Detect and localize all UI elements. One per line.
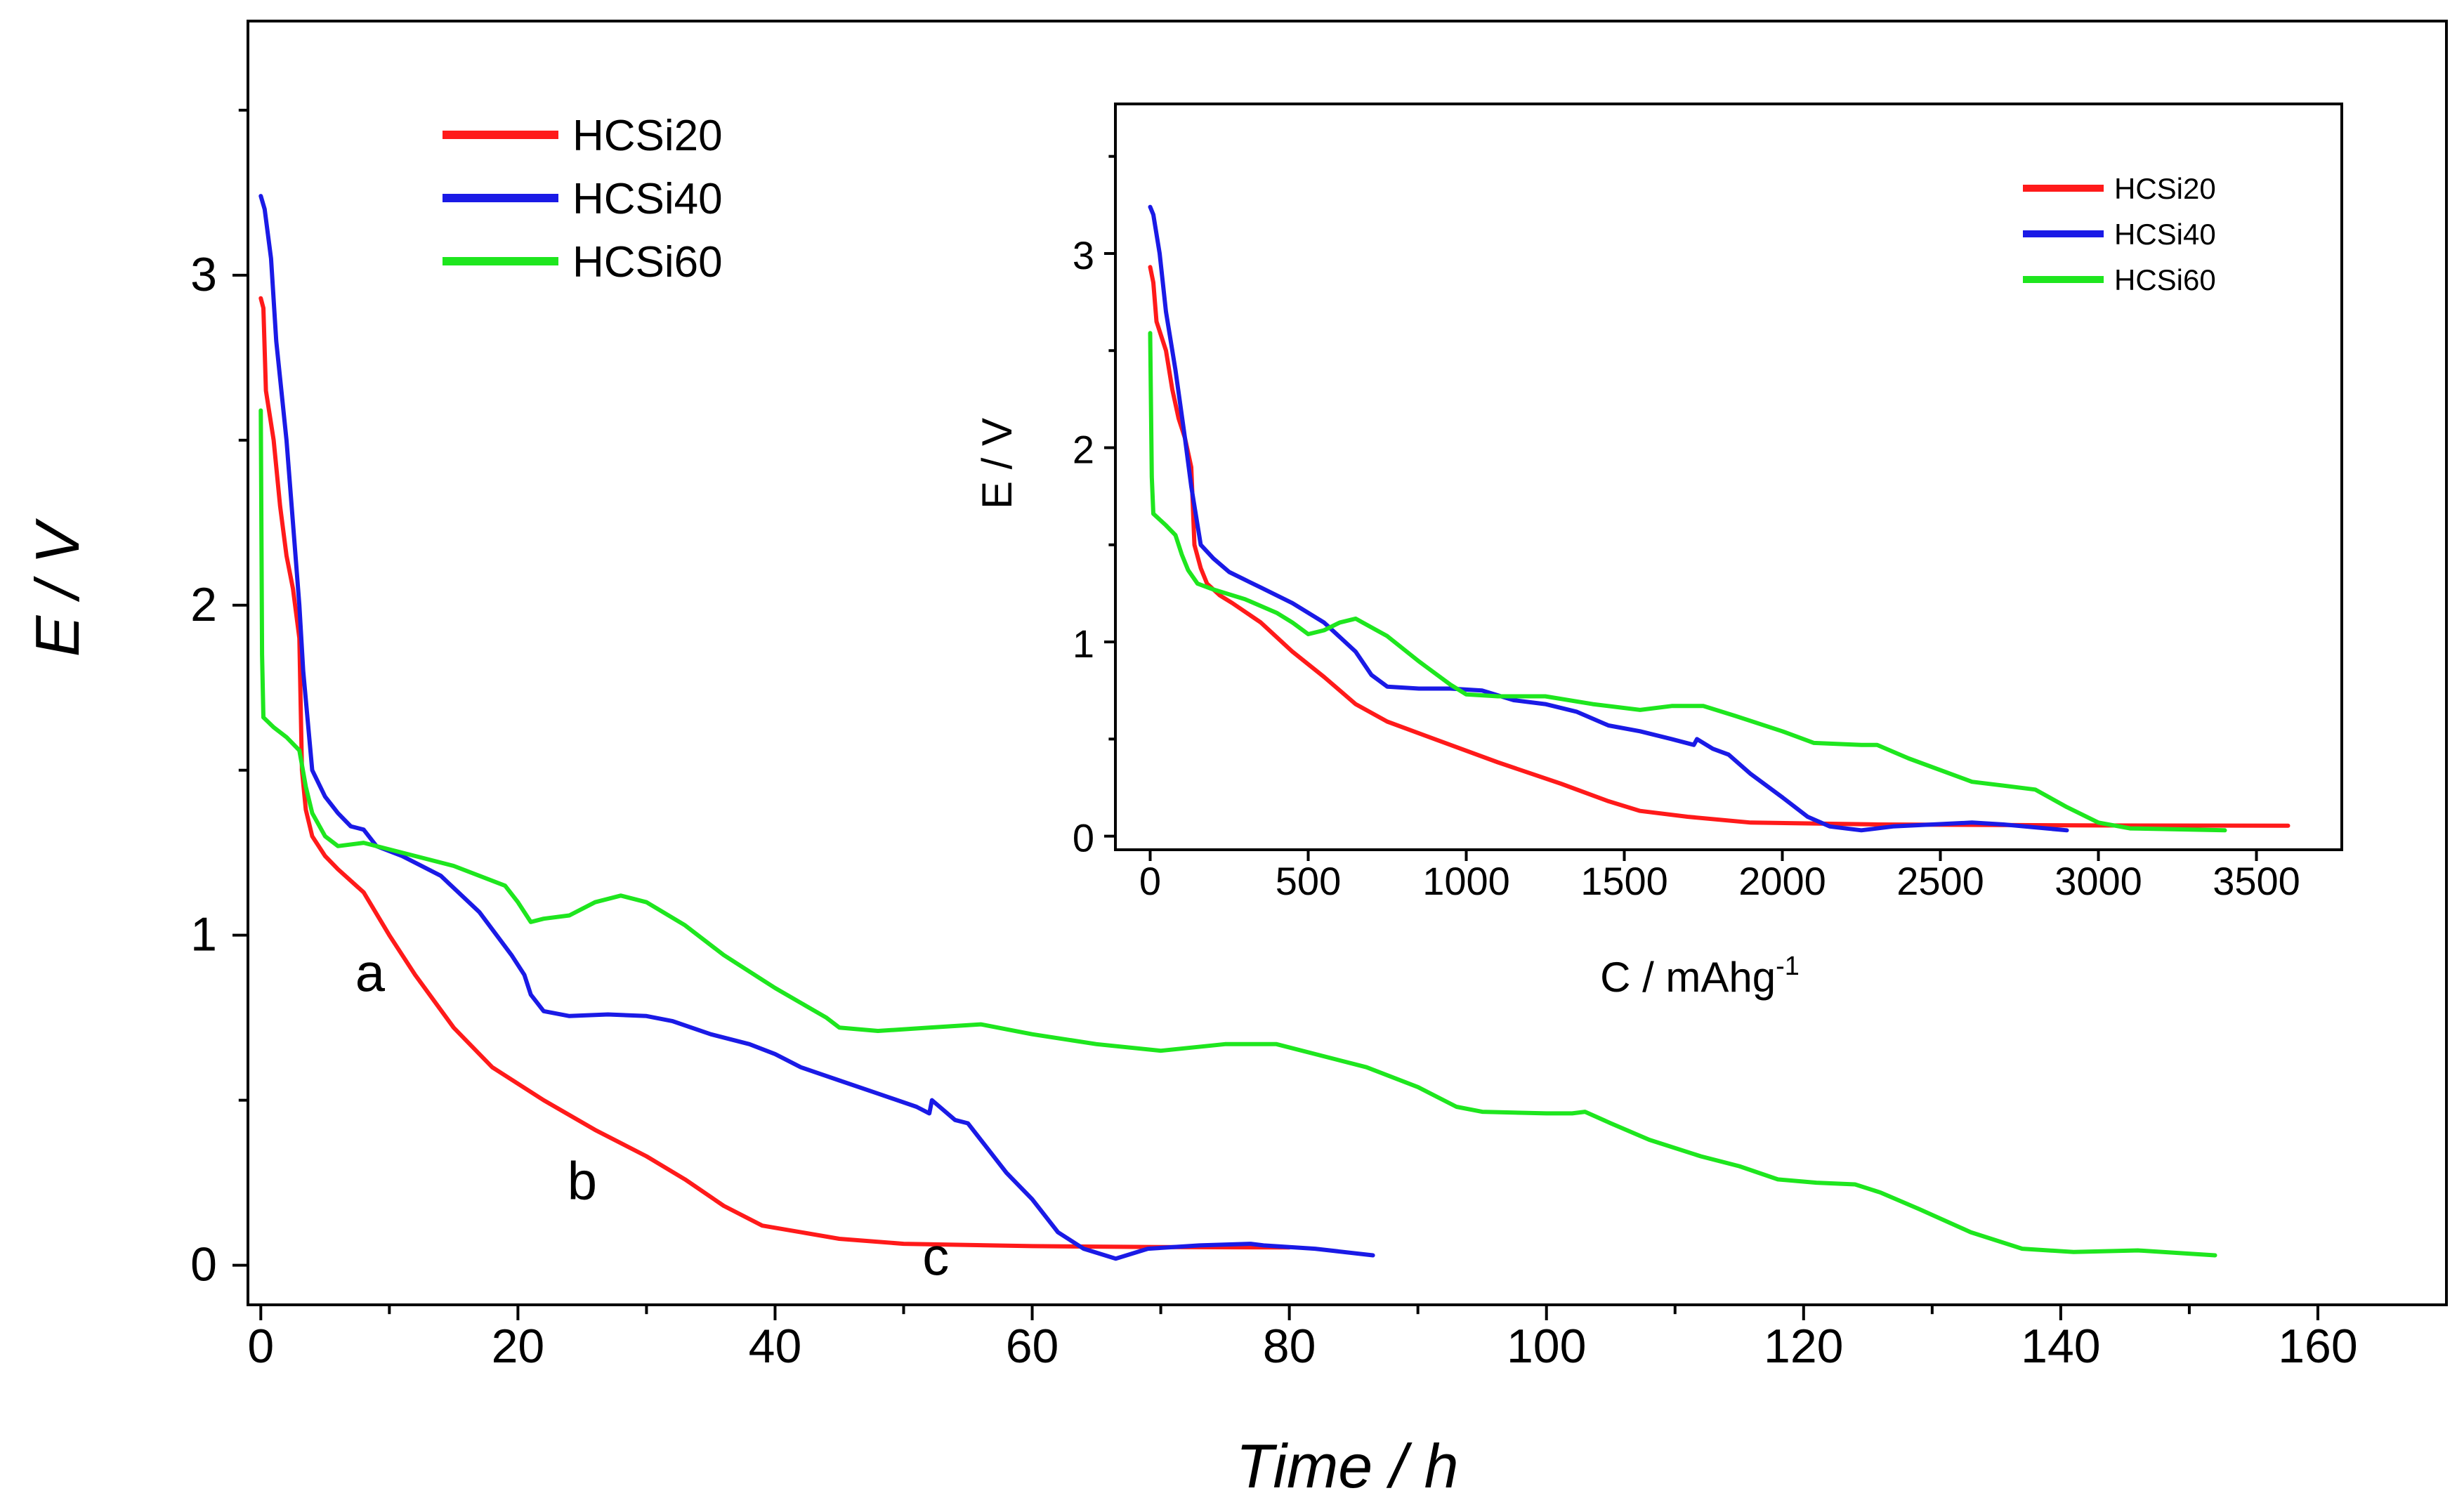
main-annotation-b: b [568,1152,597,1211]
inset-legend-label-hcsi20: HCSi20 [2114,172,2216,205]
main-series-line-hcsi40 [258,194,1375,1261]
main-y-tick-label-0: 0 [190,1238,217,1291]
inset-x-axis-title-main: C / mAhg [1600,954,1776,1001]
main-x-axis-title: Time / h [1236,1431,1458,1501]
inset-x-tick-label-4: 2000 [1738,859,1826,903]
inset-x-ticks: 0 500 1000 1500 2000 2500 3000 3500 [1139,850,2300,903]
inset-y-tick-label-3: 3 [1073,233,1094,277]
inset-chart: 0 500 1000 1500 2000 2500 3000 3500 0 1 2 3 C / mA… [974,103,2343,1001]
main-annotation-a: a [355,944,386,1004]
main-y-tick-label-2: 2 [190,578,217,631]
main-y-tick-label-1: 1 [190,908,217,961]
legend-label-hcsi20: HCSi20 [572,112,723,160]
inset-x-tick-label-1: 500 [1276,859,1341,903]
inset-legend: HCSi20 HCSi40 HCSi60 [2023,172,2216,296]
main-plot-frame [247,20,2448,1306]
inset-series-line-hcsi60 [1148,331,2227,833]
inset-y-tick-label-2: 2 [1073,428,1094,472]
main-y-ticks: 0 1 2 3 [190,108,248,1291]
main-y-axis-title: E / V [22,518,92,657]
main-legend: HCSi20 HCSi40 HCSi60 [443,112,723,287]
inset-series [1148,204,2291,833]
inset-x-tick-label-5: 2500 [1896,859,1984,903]
main-annotation-c: c [922,1228,949,1287]
inset-x-tick-label-6: 3000 [2055,859,2142,903]
inset-y-tick-label-1: 1 [1073,622,1094,666]
main-x-tick-label-3: 60 [1006,1320,1059,1373]
inset-series-line-hcsi20 [1148,265,2291,828]
main-x-tick-label-8: 160 [2278,1320,2357,1373]
inset-x-tick-label-3: 1500 [1580,859,1668,903]
main-x-tick-label-2: 40 [749,1320,802,1373]
inset-legend-label-hcsi60: HCSi60 [2114,263,2216,296]
main-x-tick-label-4: 80 [1263,1320,1316,1373]
inset-x-tick-label-7: 3500 [2213,859,2300,903]
main-series [258,194,2217,1261]
inset-y-axis-title: E / V [974,418,1021,509]
legend-label-hcsi60: HCSi60 [572,238,723,287]
main-x-tick-label-0: 0 [247,1320,274,1373]
inset-plot-frame [1114,103,2343,851]
main-x-tick-label-7: 140 [2021,1320,2100,1373]
main-annotations: a b c [355,944,950,1287]
inset-legend-label-hcsi40: HCSi40 [2114,218,2216,251]
main-y-tick-label-3: 3 [190,248,217,301]
inset-x-axis-title: C / mAhg-1 [1600,952,1800,1001]
inset-series-line-hcsi40 [1148,204,2069,833]
main-x-tick-label-1: 20 [492,1320,545,1373]
main-series-line-hcsi20 [258,296,1292,1250]
inset-x-tick-label-2: 1000 [1422,859,1510,903]
inset-x-axis-title-superscript: -1 [1776,952,1800,981]
main-x-tick-label-5: 100 [1507,1320,1586,1373]
inset-y-tick-label-0: 0 [1073,816,1094,860]
main-x-tick-label-6: 120 [1764,1320,1843,1373]
legend-label-hcsi40: HCSi40 [572,175,723,223]
main-x-ticks: 0 20 40 60 80 100 120 140 160 [247,1305,2358,1373]
inset-x-tick-label-0: 0 [1139,859,1161,903]
inset-y-ticks: 0 1 2 3 [1073,155,1115,860]
main-series-line-hcsi60 [258,408,2217,1258]
